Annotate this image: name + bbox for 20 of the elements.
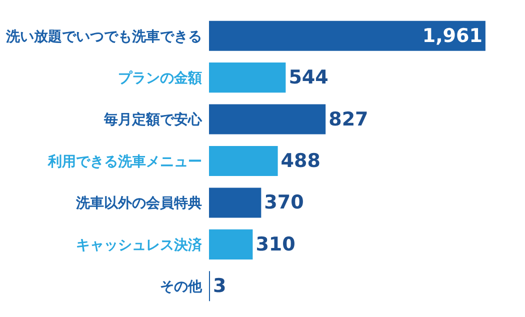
y-tick-label: 洗い放題でいつでも洗車できる — [5, 28, 202, 45]
bar — [209, 62, 286, 93]
bar — [209, 104, 326, 134]
y-tick-label: 利用できる洗車メニュー — [47, 154, 202, 170]
data-label: 310 — [256, 233, 296, 256]
data-label: 544 — [288, 66, 328, 89]
bar — [209, 188, 262, 218]
y-tick-label: 洗車以外の会員特典 — [75, 196, 202, 212]
data-label: 827 — [328, 108, 368, 130]
data-label: 370 — [264, 192, 304, 214]
bar — [209, 20, 486, 51]
data-label: 1,961 — [422, 24, 482, 47]
y-tick-label: キャッシュレス決済 — [76, 236, 203, 254]
y-tick-label: その他 — [160, 279, 203, 296]
bar — [209, 146, 278, 176]
data-label: 488 — [280, 150, 320, 172]
data-label: 3 — [213, 275, 226, 298]
y-tick-label: 毎月定額で安心 — [103, 111, 203, 128]
bar — [209, 229, 253, 260]
y-tick-label: プランの金額 — [118, 69, 202, 86]
